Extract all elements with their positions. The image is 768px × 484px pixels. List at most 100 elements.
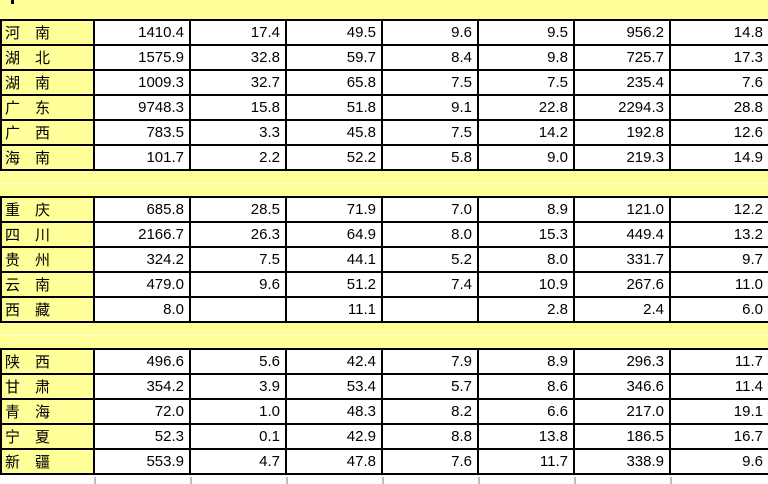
- value-cell[interactable]: 14.9: [671, 146, 768, 171]
- value-cell[interactable]: 8.9: [479, 198, 575, 223]
- value-cell[interactable]: 121.0: [575, 198, 671, 223]
- value-cell[interactable]: 9.6: [191, 273, 287, 298]
- value-cell[interactable]: 9748.3: [95, 96, 191, 121]
- value-cell[interactable]: 42.9: [287, 425, 383, 450]
- value-cell[interactable]: 9.0: [479, 146, 575, 171]
- value-cell[interactable]: 51.2: [287, 273, 383, 298]
- value-cell[interactable]: 14.8: [671, 21, 768, 46]
- province-cell[interactable]: 甘 肃: [0, 375, 95, 400]
- value-cell[interactable]: 9.7: [671, 248, 768, 273]
- value-cell[interactable]: 47.8: [287, 450, 383, 475]
- value-cell[interactable]: 5.8: [383, 146, 479, 171]
- province-cell[interactable]: 海 南: [0, 146, 95, 171]
- value-cell[interactable]: 52.3: [95, 425, 191, 450]
- value-cell[interactable]: 51.8: [287, 96, 383, 121]
- value-cell[interactable]: 52.2: [287, 146, 383, 171]
- value-cell[interactable]: [191, 298, 287, 323]
- value-cell[interactable]: 45.8: [287, 121, 383, 146]
- value-cell[interactable]: 2166.7: [95, 223, 191, 248]
- value-cell[interactable]: 11.1: [287, 298, 383, 323]
- value-cell[interactable]: 14.2: [479, 121, 575, 146]
- value-cell[interactable]: 7.6: [383, 450, 479, 475]
- value-cell[interactable]: 8.9: [479, 350, 575, 375]
- value-cell[interactable]: 9.8: [479, 46, 575, 71]
- province-cell[interactable]: 云 南: [0, 273, 95, 298]
- value-cell[interactable]: 331.7: [575, 248, 671, 273]
- value-cell[interactable]: 6.0: [671, 298, 768, 323]
- value-cell[interactable]: 5.2: [383, 248, 479, 273]
- value-cell[interactable]: 7.5: [383, 71, 479, 96]
- value-cell[interactable]: 9.5: [479, 21, 575, 46]
- value-cell[interactable]: [383, 298, 479, 323]
- value-cell[interactable]: 3.9: [191, 375, 287, 400]
- value-cell[interactable]: 5.7: [383, 375, 479, 400]
- value-cell[interactable]: 32.7: [191, 71, 287, 96]
- value-cell[interactable]: 16.7: [671, 425, 768, 450]
- value-cell[interactable]: 11.0: [671, 273, 768, 298]
- value-cell[interactable]: 7.5: [479, 71, 575, 96]
- value-cell[interactable]: 553.9: [95, 450, 191, 475]
- value-cell[interactable]: 11.4: [671, 375, 768, 400]
- value-cell[interactable]: 267.6: [575, 273, 671, 298]
- value-cell[interactable]: 28.5: [191, 198, 287, 223]
- value-cell[interactable]: 17.3: [671, 46, 768, 71]
- value-cell[interactable]: 2294.3: [575, 96, 671, 121]
- value-cell[interactable]: 8.0: [95, 298, 191, 323]
- province-cell[interactable]: 陕 西: [0, 350, 95, 375]
- value-cell[interactable]: 2.2: [191, 146, 287, 171]
- value-cell[interactable]: 11.7: [479, 450, 575, 475]
- province-cell[interactable]: 河 南: [0, 21, 95, 46]
- province-cell[interactable]: 湖 南: [0, 71, 95, 96]
- value-cell[interactable]: 2.4: [575, 298, 671, 323]
- value-cell[interactable]: 6.6: [479, 400, 575, 425]
- value-cell[interactable]: 53.4: [287, 375, 383, 400]
- value-cell[interactable]: 7.5: [191, 248, 287, 273]
- value-cell[interactable]: 48.3: [287, 400, 383, 425]
- province-cell[interactable]: 湖 北: [0, 46, 95, 71]
- value-cell[interactable]: 15.8: [191, 96, 287, 121]
- value-cell[interactable]: 59.7: [287, 46, 383, 71]
- province-cell[interactable]: 四 川: [0, 223, 95, 248]
- value-cell[interactable]: 496.6: [95, 350, 191, 375]
- value-cell[interactable]: 71.9: [287, 198, 383, 223]
- province-cell[interactable]: 广 东: [0, 96, 95, 121]
- value-cell[interactable]: 19.1: [671, 400, 768, 425]
- value-cell[interactable]: 12.6: [671, 121, 768, 146]
- value-cell[interactable]: 1009.3: [95, 71, 191, 96]
- value-cell[interactable]: 7.0: [383, 198, 479, 223]
- value-cell[interactable]: 7.9: [383, 350, 479, 375]
- value-cell[interactable]: 346.6: [575, 375, 671, 400]
- value-cell[interactable]: 8.0: [479, 248, 575, 273]
- value-cell[interactable]: 12.2: [671, 198, 768, 223]
- value-cell[interactable]: 13.8: [479, 425, 575, 450]
- province-cell[interactable]: 宁 夏: [0, 425, 95, 450]
- value-cell[interactable]: 8.4: [383, 46, 479, 71]
- value-cell[interactable]: 219.3: [575, 146, 671, 171]
- province-cell[interactable]: 新 疆: [0, 450, 95, 475]
- value-cell[interactable]: 9.6: [383, 21, 479, 46]
- value-cell[interactable]: 1575.9: [95, 46, 191, 71]
- value-cell[interactable]: 0.1: [191, 425, 287, 450]
- value-cell[interactable]: 186.5: [575, 425, 671, 450]
- value-cell[interactable]: 1410.4: [95, 21, 191, 46]
- value-cell[interactable]: 324.2: [95, 248, 191, 273]
- value-cell[interactable]: 9.6: [671, 450, 768, 475]
- value-cell[interactable]: 685.8: [95, 198, 191, 223]
- value-cell[interactable]: 296.3: [575, 350, 671, 375]
- value-cell[interactable]: 217.0: [575, 400, 671, 425]
- value-cell[interactable]: 8.8: [383, 425, 479, 450]
- province-cell[interactable]: 贵 州: [0, 248, 95, 273]
- value-cell[interactable]: 10.9: [479, 273, 575, 298]
- province-cell[interactable]: 青 海: [0, 400, 95, 425]
- value-cell[interactable]: 783.5: [95, 121, 191, 146]
- value-cell[interactable]: 3.3: [191, 121, 287, 146]
- value-cell[interactable]: 65.8: [287, 71, 383, 96]
- value-cell[interactable]: 13.2: [671, 223, 768, 248]
- value-cell[interactable]: 28.8: [671, 96, 768, 121]
- value-cell[interactable]: 7.5: [383, 121, 479, 146]
- value-cell[interactable]: 42.4: [287, 350, 383, 375]
- value-cell[interactable]: 449.4: [575, 223, 671, 248]
- value-cell[interactable]: 956.2: [575, 21, 671, 46]
- value-cell[interactable]: 26.3: [191, 223, 287, 248]
- value-cell[interactable]: 354.2: [95, 375, 191, 400]
